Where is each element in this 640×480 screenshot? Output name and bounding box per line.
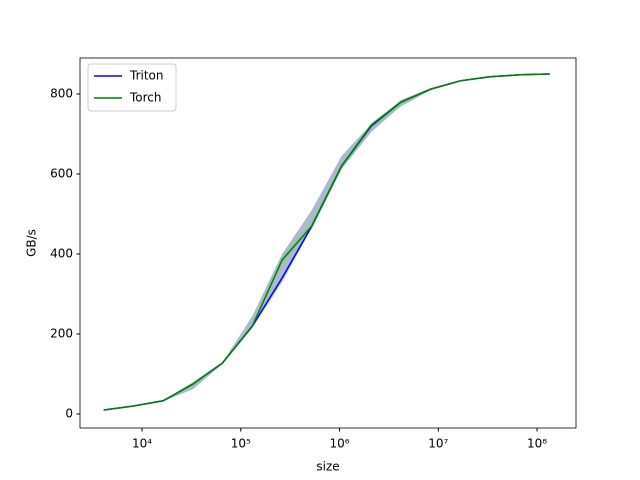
y-tick-label: 400 [50,247,73,261]
y-tick-label: 200 [50,327,73,341]
line [103,73,550,411]
x-axis-label: size [316,460,339,474]
legend-label: Torch [129,91,162,105]
plot-frame [79,57,577,429]
y-tick-label: 800 [50,87,73,101]
x-tick-label: 10⁴ [132,437,152,451]
line [103,73,550,411]
y-axis-label: GB/s [25,229,39,257]
x-tick-label: 10⁸ [527,437,547,451]
x-tick-label: 10⁵ [231,437,251,451]
band [103,73,550,410]
y-tick-label: 600 [50,167,73,181]
band [103,73,550,410]
y-tick-label: 0 [65,407,73,421]
legend-label: Triton [129,69,164,83]
x-tick-label: 10⁶ [329,437,349,451]
x-tick-label: 10⁷ [428,437,448,451]
